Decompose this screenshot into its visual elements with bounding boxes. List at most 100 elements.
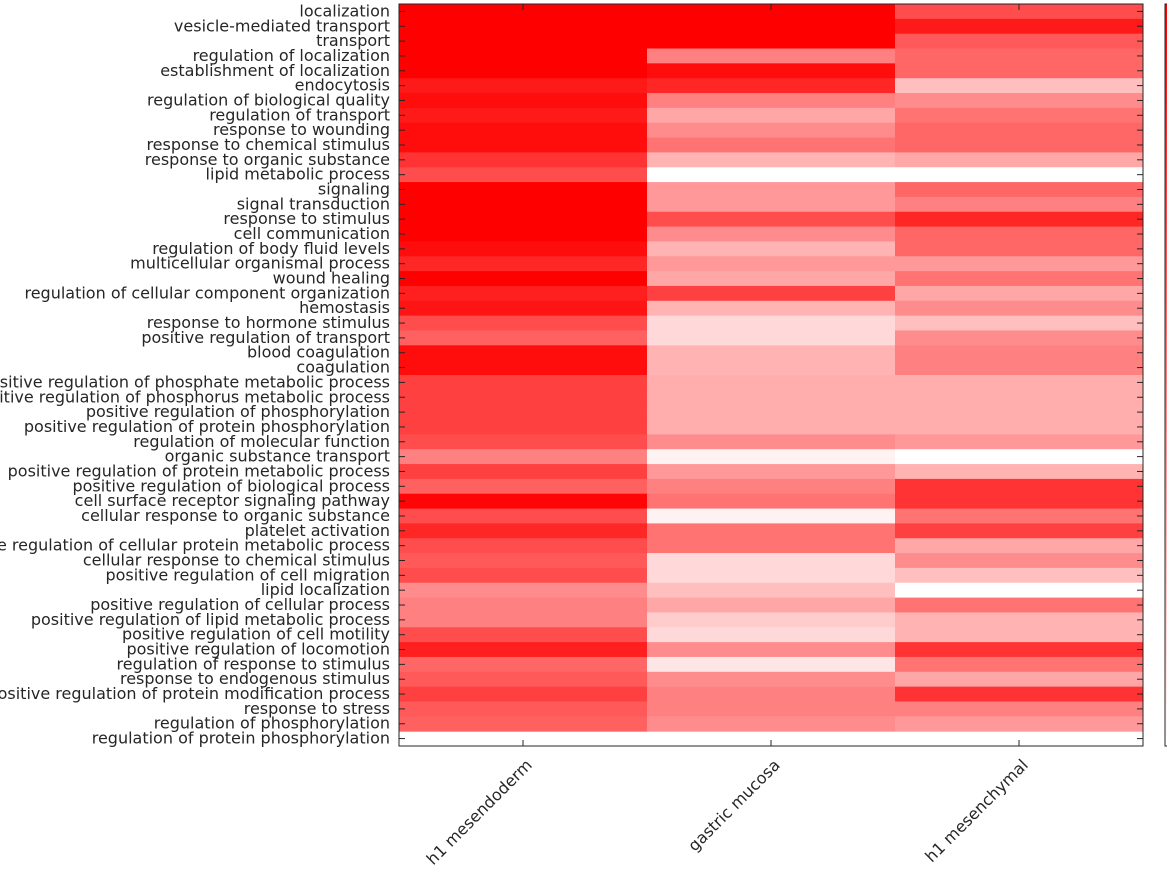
row-label: cellular response to chemical stimulus bbox=[83, 551, 390, 570]
heatmap-cell bbox=[647, 716, 896, 732]
heatmap-cell bbox=[895, 553, 1144, 569]
heatmap-cell bbox=[647, 493, 896, 510]
heatmap-cell bbox=[895, 434, 1144, 450]
heatmap-cell bbox=[647, 582, 896, 599]
heatmap-cell bbox=[895, 167, 1144, 183]
heatmap-cell bbox=[399, 612, 648, 628]
heatmap-cell bbox=[647, 345, 896, 361]
row-label: regulation of molecular function bbox=[133, 432, 390, 451]
heatmap-cell bbox=[647, 167, 896, 183]
heatmap-cell bbox=[647, 656, 896, 673]
heatmap-cell bbox=[399, 716, 648, 732]
row-label: hemostasis bbox=[299, 298, 390, 317]
heatmap-cell bbox=[647, 285, 896, 302]
heatmap-cell bbox=[647, 360, 896, 376]
row-label: positive regulation of protein metabolic… bbox=[8, 461, 390, 480]
heatmap-cell bbox=[647, 18, 896, 35]
heatmap-cell bbox=[895, 152, 1144, 168]
heatmap-cell bbox=[895, 582, 1144, 599]
row-label: response to hormone stimulus bbox=[147, 313, 390, 332]
row-label: positive regulation of cell motility bbox=[122, 625, 390, 644]
heatmap-cell bbox=[647, 612, 896, 628]
heatmap-cell bbox=[399, 567, 648, 584]
heatmap-cell bbox=[399, 671, 648, 688]
heatmap-cell bbox=[647, 300, 896, 317]
heatmap-cell bbox=[399, 597, 648, 613]
heatmap-cell bbox=[647, 508, 896, 524]
heatmap-cell bbox=[647, 211, 896, 228]
row-label: lipid localization bbox=[261, 580, 390, 599]
heatmap-cell bbox=[895, 360, 1144, 376]
heatmap-cell bbox=[647, 315, 896, 331]
row-label: positive regulation of protein phosphory… bbox=[24, 417, 390, 436]
row-label: multicellular organismal process bbox=[130, 254, 390, 273]
heatmap-cell bbox=[895, 449, 1144, 465]
row-label: localization bbox=[299, 1, 390, 20]
row-label: positive regulation of biological proces… bbox=[72, 476, 390, 495]
heatmap-cell bbox=[399, 508, 648, 524]
heatmap-cell bbox=[647, 464, 896, 480]
heatmap-cell bbox=[647, 107, 896, 124]
heatmap-cell bbox=[895, 464, 1144, 480]
heatmap-cell bbox=[647, 538, 896, 554]
heatmap-cell bbox=[895, 33, 1144, 50]
heatmap-cell bbox=[399, 375, 648, 391]
row-label: regulation of transport bbox=[209, 105, 390, 124]
heatmap-cell bbox=[647, 48, 896, 64]
heatmap-cell bbox=[647, 241, 896, 257]
column-labels: h1 mesendoderm gastric mucosa h1 mesenchym… bbox=[423, 755, 1032, 868]
heatmap-cell bbox=[399, 18, 648, 35]
row-label: response to endogenous stimulus bbox=[120, 669, 390, 688]
heatmap-cell bbox=[895, 300, 1144, 317]
heatmap-cell bbox=[399, 642, 648, 658]
row-label: vesicle-mediated transport bbox=[174, 16, 390, 35]
row-label: lipid metabolic process bbox=[206, 165, 390, 184]
heatmap-cell bbox=[399, 285, 648, 302]
heatmap-cell bbox=[399, 211, 648, 228]
heatmap-cell bbox=[399, 182, 648, 198]
heatmap-cell bbox=[399, 404, 648, 421]
colorbar bbox=[1164, 3, 1167, 747]
heatmap-cell bbox=[895, 493, 1144, 510]
heatmap-cell bbox=[895, 686, 1144, 702]
heatmap-cell bbox=[895, 567, 1144, 584]
row-label: regulation of cellular component organiz… bbox=[24, 283, 390, 302]
heatmap-cell bbox=[399, 656, 648, 673]
row-label: regulation of body fluid levels bbox=[152, 239, 390, 258]
heatmap-cell bbox=[647, 686, 896, 702]
heatmap-cell bbox=[399, 107, 648, 124]
heatmap-cell bbox=[647, 523, 896, 539]
heatmap-cell bbox=[895, 48, 1144, 64]
heatmap-cell bbox=[399, 360, 648, 376]
row-label: response to organic substance bbox=[145, 150, 390, 169]
heatmap-cell bbox=[399, 538, 648, 554]
heatmap-cell bbox=[399, 582, 648, 599]
heatmap-cell bbox=[647, 627, 896, 643]
row-label: wound healing bbox=[273, 269, 390, 288]
row-label: positive regulation of transport bbox=[141, 328, 390, 347]
heatmap-cell bbox=[399, 137, 648, 153]
heatmap-cell bbox=[647, 271, 896, 287]
heatmap-cell bbox=[399, 389, 648, 406]
heatmap-cell bbox=[399, 4, 648, 20]
heatmap-cell bbox=[647, 642, 896, 658]
heatmap-cell bbox=[895, 345, 1144, 361]
heatmap-cell bbox=[895, 419, 1144, 435]
heatmap-cell bbox=[399, 122, 648, 139]
heatmap-cell bbox=[399, 553, 648, 569]
heatmap-cell bbox=[895, 656, 1144, 673]
heatmap-cell bbox=[895, 285, 1144, 302]
heatmap-cell bbox=[647, 553, 896, 569]
heatmap-cell bbox=[895, 523, 1144, 539]
heatmap-cell bbox=[647, 419, 896, 435]
heatmap-cell bbox=[399, 434, 648, 450]
heatmap-cell bbox=[647, 137, 896, 153]
heatmap-cell bbox=[647, 182, 896, 198]
heatmap-cell bbox=[895, 627, 1144, 643]
heatmap-cell bbox=[647, 597, 896, 613]
heatmap-cell bbox=[399, 78, 648, 94]
heatmap-cell bbox=[399, 93, 648, 109]
heatmap-cell bbox=[895, 18, 1144, 35]
heatmap-cell bbox=[895, 375, 1144, 391]
